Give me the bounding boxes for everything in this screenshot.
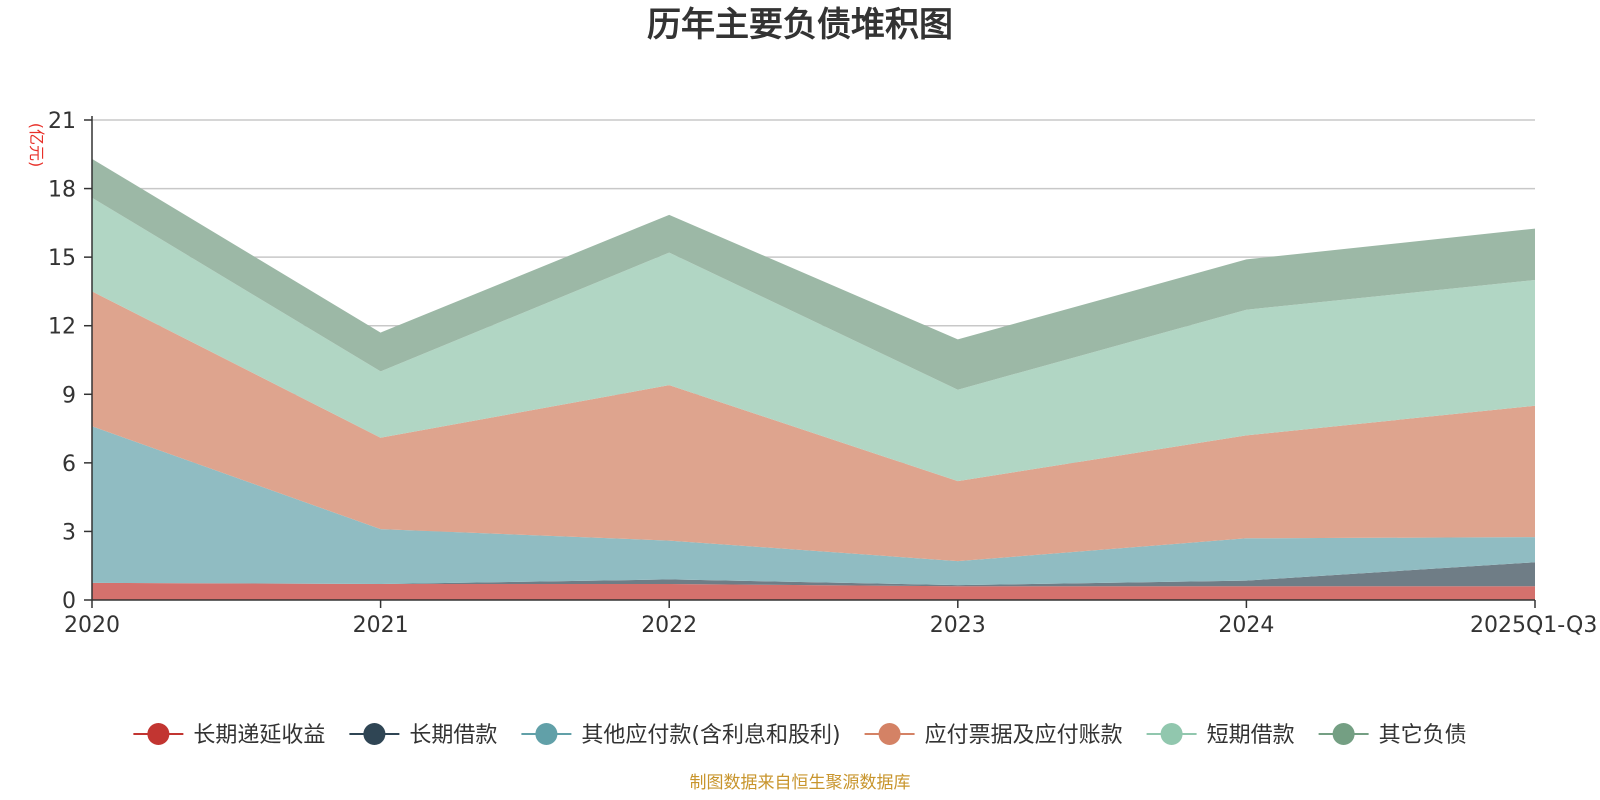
area-series-1 (92, 582, 1535, 600)
legend-item[interactable]: 其它负债 (1318, 723, 1467, 748)
y-tick-label: 12 (48, 315, 76, 340)
area-series-2 (92, 562, 1535, 587)
axes: 0 3 6 9 12 15 18 21 2020 2021 2022 2023 2024 2025Q1-Q… (48, 109, 1597, 638)
x-tick-label: 2021 (353, 613, 409, 638)
legend: 长期递延收益 长期借款 其他应付款(含利息和股利) 应付票据及应付账款 短期借款 其它负债 (133, 723, 1467, 748)
legend-marker-icon (535, 723, 558, 745)
y-tick-label: 21 (48, 109, 76, 134)
area-series (92, 158, 1535, 600)
legend-label: 长期借款 (409, 723, 497, 748)
data-source-note: 制图数据来自恒生聚源数据库 (690, 773, 911, 793)
y-axis-unit-label: (亿元) (27, 123, 46, 168)
legend-item[interactable]: 长期借款 (349, 723, 497, 748)
y-tick-label: 9 (62, 383, 76, 408)
legend-item[interactable]: 长期递延收益 (133, 723, 325, 748)
legend-label: 短期借款 (1207, 723, 1295, 748)
area-series-6 (92, 158, 1535, 390)
x-tick-label: 2024 (1218, 613, 1274, 638)
area-series-5 (92, 197, 1535, 482)
legend-item[interactable]: 短期借款 (1146, 723, 1295, 748)
legend-marker-icon (878, 723, 901, 745)
area-series-3 (92, 426, 1535, 586)
y-tick-label: 18 (48, 178, 76, 203)
x-tick-label: 2022 (641, 613, 697, 638)
y-tick-label: 15 (48, 246, 76, 271)
area-series-4 (92, 291, 1535, 562)
x-tick-label: 2025Q1-Q3 (1470, 613, 1597, 638)
legend-label: 其他应付款(含利息和股利) (581, 723, 840, 748)
legend-marker-icon (1332, 723, 1355, 745)
legend-marker-icon (147, 723, 170, 745)
legend-label: 应付票据及应付账款 (925, 723, 1123, 748)
legend-marker-icon (363, 723, 386, 745)
chart-title: 历年主要负债堆积图 (647, 5, 953, 45)
y-tick-label: 3 (62, 520, 76, 545)
x-tick-label: 2023 (930, 613, 986, 638)
y-tick-label: 0 (62, 589, 76, 614)
legend-label: 其它负债 (1379, 723, 1467, 748)
legend-label: 长期递延收益 (193, 723, 325, 748)
x-tick-label: 2020 (64, 613, 120, 638)
y-tick-label: 6 (62, 452, 76, 477)
legend-item[interactable]: 应付票据及应付账款 (864, 723, 1123, 748)
legend-marker-icon (1160, 723, 1183, 745)
legend-item[interactable]: 其他应付款(含利息和股利) (521, 723, 841, 748)
